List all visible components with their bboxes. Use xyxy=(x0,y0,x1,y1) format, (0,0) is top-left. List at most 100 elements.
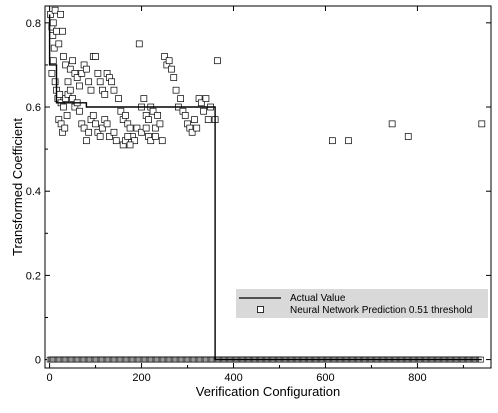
prediction-points xyxy=(47,6,486,149)
prediction-point xyxy=(158,137,166,145)
prediction-point xyxy=(85,78,93,86)
prediction-point xyxy=(87,86,95,94)
prediction-point xyxy=(404,133,412,140)
prediction-point xyxy=(83,65,90,73)
prediction-point xyxy=(55,40,63,48)
prediction-point xyxy=(193,124,201,132)
prediction-point xyxy=(51,6,59,14)
prediction-point xyxy=(48,69,56,77)
prediction-point xyxy=(388,120,396,128)
prediction-point xyxy=(101,91,109,98)
x-tick-label: 600 xyxy=(316,372,334,384)
prediction-point xyxy=(131,137,139,145)
prediction-point xyxy=(57,11,64,18)
prediction-point xyxy=(60,53,67,60)
prediction-point xyxy=(478,120,486,128)
y-axis-title: Transformed Coefficient xyxy=(10,118,25,256)
prediction-point xyxy=(56,91,64,98)
prediction-point xyxy=(59,27,66,35)
prediction-point xyxy=(126,124,134,132)
prediction-point xyxy=(345,137,352,145)
y-tick-label: 0.8 xyxy=(26,18,41,30)
prediction-point xyxy=(115,95,122,102)
prediction-point xyxy=(147,137,155,145)
prediction-point xyxy=(191,116,198,124)
prediction-point xyxy=(49,19,57,27)
prediction-point xyxy=(181,112,189,119)
prediction-point xyxy=(49,57,57,65)
prediction-point xyxy=(122,112,129,119)
prediction-point xyxy=(63,112,71,119)
actual-value-line xyxy=(48,14,482,361)
legend-label-actual: Actual Value xyxy=(290,293,346,304)
prediction-point xyxy=(103,120,111,128)
prediction-point xyxy=(85,128,93,136)
prediction-point xyxy=(66,86,74,94)
prediction-point xyxy=(124,133,132,140)
prediction-point xyxy=(92,120,99,128)
prediction-point xyxy=(152,124,159,132)
legend-box xyxy=(236,289,488,318)
prediction-point xyxy=(110,128,118,136)
prediction-point xyxy=(110,86,118,94)
legend-label-prediction: Neural Network Prediction 0.51 threshold xyxy=(290,305,472,316)
prediction-point xyxy=(89,112,97,119)
x-tick-label: 400 xyxy=(224,372,242,384)
prediction-point xyxy=(69,95,76,102)
prediction-point xyxy=(62,61,70,69)
prediction-point xyxy=(170,74,178,81)
x-tick-label: 0 xyxy=(47,372,53,384)
y-axis-ticks: 0 0.2 0.4 0.6 0.8 xyxy=(26,18,491,367)
prediction-point xyxy=(76,82,83,90)
prediction-point xyxy=(329,137,336,145)
y-tick-label: 0.4 xyxy=(26,186,41,198)
prediction-point xyxy=(76,107,83,115)
prediction-point xyxy=(80,124,88,132)
prediction-point xyxy=(188,128,196,136)
prediction-point xyxy=(172,86,180,94)
prediction-point xyxy=(142,124,150,132)
prediction-point xyxy=(138,128,145,136)
prediction-point xyxy=(135,40,143,48)
prediction-point xyxy=(96,133,104,140)
prediction-point xyxy=(165,57,173,65)
x-tick-label: 200 xyxy=(132,372,150,384)
prediction-point xyxy=(83,137,90,145)
prediction-point xyxy=(50,44,58,52)
prediction-point xyxy=(200,107,207,115)
prediction-point xyxy=(202,95,210,102)
prediction-point xyxy=(96,78,104,86)
prediction-point xyxy=(51,78,59,86)
prediction-point xyxy=(73,74,81,81)
prediction-point xyxy=(214,57,221,65)
prediction-point xyxy=(47,11,54,18)
y-tick-label: 0.2 xyxy=(26,270,41,282)
prediction-point xyxy=(133,124,141,132)
prediction-point xyxy=(177,95,184,102)
prediction-point xyxy=(168,65,175,73)
prediction-point xyxy=(60,103,67,111)
prediction-point xyxy=(204,116,212,124)
prediction-point xyxy=(66,65,74,73)
prediction-point xyxy=(112,137,120,145)
y-tick-label: 0 xyxy=(35,355,41,367)
y-tick-label: 0.6 xyxy=(26,102,41,114)
x-axis-ticks: 0 200 400 600 800 xyxy=(47,6,464,384)
prediction-point xyxy=(197,99,205,107)
legend: Actual Value Neural Network Prediction 0… xyxy=(236,289,488,318)
x-axis-title: Verification Configuration xyxy=(196,384,341,399)
prediction-point xyxy=(145,116,152,124)
prediction-point xyxy=(94,69,102,77)
prediction-point xyxy=(126,141,134,149)
prediction-point xyxy=(161,53,168,60)
prediction-point xyxy=(53,27,60,35)
prediction-point xyxy=(156,120,164,128)
prediction-point xyxy=(106,133,113,140)
prediction-point xyxy=(57,120,65,128)
x-tick-label: 800 xyxy=(408,372,426,384)
prediction-point xyxy=(69,57,76,65)
prediction-point xyxy=(64,78,72,86)
prediction-point xyxy=(78,69,86,77)
prediction-point xyxy=(99,124,106,132)
